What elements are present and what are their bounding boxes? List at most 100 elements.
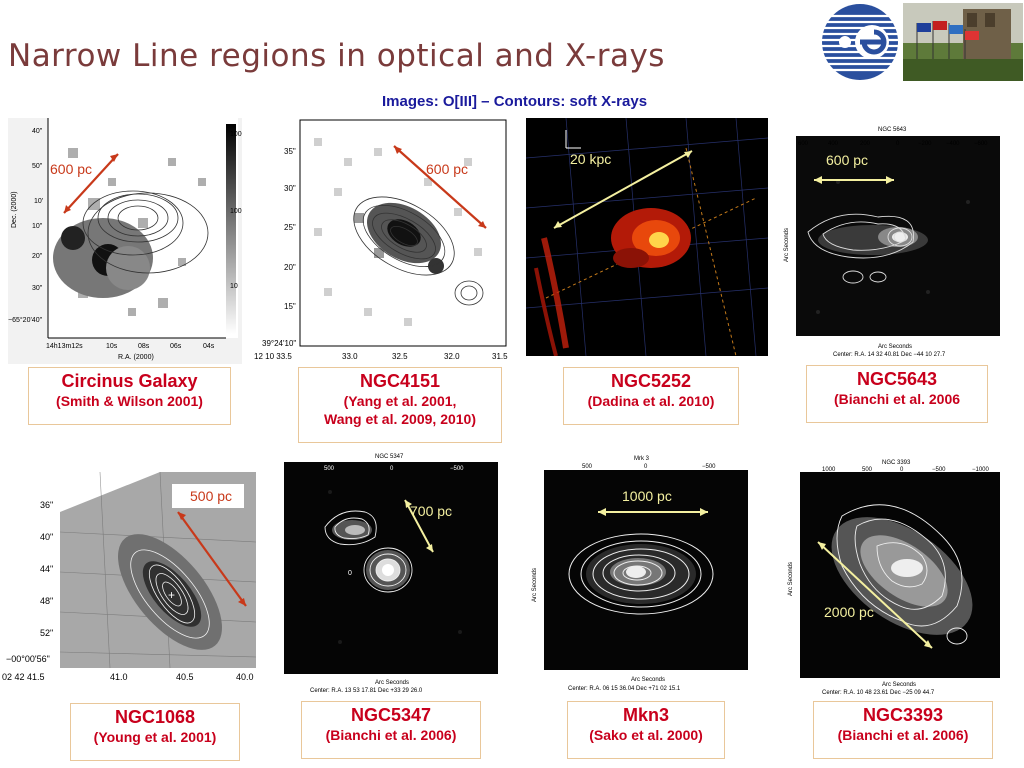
caption-circinus: Circinus Galaxy (Smith & Wilson 2001)	[28, 367, 231, 425]
ngc4151-scale-label: 600 pc	[426, 161, 469, 177]
ngc5252-image: 20 kpc	[526, 118, 768, 356]
ngc4151-xtick: 12 10 33.5	[254, 352, 292, 361]
ngc4151-xtick: 32.0	[444, 352, 460, 361]
circinus-xtick: 10s	[106, 343, 118, 350]
ngc5347-ref: (Bianchi et al. 2006)	[325, 727, 457, 743]
ngc5643-top-label: NGC 5643	[878, 127, 907, 133]
ngc3393-ref: (Bianchi et al. 2006)	[837, 727, 969, 743]
ngc5643-image: NGC 5643 600 400 200 0 −200 −400 −600 Ar…	[778, 122, 1020, 360]
mkn3-ylabel: Arc Seconds	[532, 568, 538, 602]
ngc4151-image: 35" 30" 25" 20" 15" 39°24'10" 12 10 33.5…	[254, 118, 512, 366]
ngc5643-xtick: 400	[828, 141, 839, 147]
svg-text:0: 0	[348, 570, 352, 577]
ngc5252-ref: (Dadina et al. 2010)	[587, 393, 715, 409]
ngc3393-scale-label: 2000 pc	[824, 604, 874, 620]
circinus-name: Circinus Galaxy	[61, 371, 198, 391]
esa-logo	[822, 4, 898, 80]
ngc3393-name: NGC3393	[862, 705, 944, 725]
slide-subtitle: Images: O[III] – Contours: soft X-rays	[382, 93, 648, 110]
ngc3393-xtick: −500	[932, 467, 946, 473]
svg-text:+: +	[168, 588, 175, 602]
ngc4151-xtick: 33.0	[342, 352, 358, 361]
mkn3-xtick: 0	[644, 464, 648, 470]
circinus-ytick: 30"	[32, 285, 43, 292]
ngc5643-xtick: 0	[896, 141, 900, 147]
ngc3393-xtick: 1000	[822, 467, 836, 473]
ngc3393-xtick: −1000	[972, 467, 990, 473]
mkn3-image: Mrk 3 500 0 −500 Arc Seconds Center: R.A…	[526, 452, 768, 694]
mkn3-footer: Center: R.A. 06 15 36.04 Dec +71 02 15.1	[568, 686, 681, 692]
circinus-ytick: 10"	[32, 223, 43, 230]
ngc1068-scale-label: 500 pc	[190, 488, 233, 504]
mkn3-xtick: 500	[582, 464, 593, 470]
ngc5347-scale-label: 700 pc	[410, 503, 453, 519]
ngc4151-xtick: 32.5	[392, 352, 408, 361]
ngc1068-xtick: 40.5	[176, 672, 194, 682]
ngc1068-xtick: 40.0	[236, 672, 254, 682]
ngc5643-name: NGC5643	[856, 369, 938, 389]
ngc4151-ref2: Wang et al. 2009, 2010)	[324, 411, 476, 427]
ngc1068-image: + 36" 40" 44" 48" 52" −00°00'56" 02 42 4…	[0, 452, 262, 696]
slide-title: Narrow Line regions in optical and X-ray…	[8, 38, 665, 74]
circinus-image: 40" 50" 10' 10" 20" 30" −65°20'40" 14h13…	[8, 118, 242, 364]
ngc5347-name: NGC5347	[350, 705, 432, 725]
ngc1068-ytick: 40"	[40, 532, 53, 542]
ngc1068-name: NGC1068	[114, 707, 196, 727]
colorbar-tick: 1000	[230, 131, 242, 138]
circinus-ytick: 40"	[32, 128, 43, 135]
circinus-ylabel: Dec. (2000)	[11, 191, 18, 228]
mkn3-xlabel: Arc Seconds	[631, 677, 665, 683]
flags-photo	[903, 3, 1023, 81]
circinus-xtick: 08s	[138, 343, 150, 350]
ngc5643-ylabel: Arc Seconds	[784, 228, 790, 262]
ngc4151-xtick: 31.5	[492, 352, 508, 361]
ngc3393-footer: Center: R.A. 10 48 23.61 Dec −25 09 44.7	[822, 690, 935, 696]
ngc3393-xlabel: Arc Seconds	[882, 682, 916, 688]
circinus-xlabel: R.A. (2000)	[118, 354, 154, 361]
mkn3-name: Mkn3	[622, 705, 669, 725]
ngc1068-ytick: 48"	[40, 596, 53, 606]
ngc3393-xtick: 500	[862, 467, 873, 473]
ngc5347-footer: Center: R.A. 13 53 17.81 Dec +33 29 26.0	[310, 688, 423, 694]
colorbar-tick: 10	[230, 283, 238, 290]
ngc5643-xtick: 200	[860, 141, 871, 147]
caption-ngc5347: NGC5347 (Bianchi et al. 2006)	[301, 701, 481, 759]
ngc5643-xtick: −200	[918, 141, 932, 147]
ngc3393-ylabel: Arc Seconds	[788, 562, 794, 596]
mkn3-ref: (Sako et al. 2000)	[589, 727, 703, 743]
circinus-scale-label: 600 pc	[50, 161, 93, 177]
caption-ngc3393: NGC3393 (Bianchi et al. 2006)	[813, 701, 993, 759]
circinus-xtick: 06s	[170, 343, 182, 350]
ngc4151-name: NGC4151	[359, 371, 441, 391]
ngc5252-scale-label: 20 kpc	[570, 151, 612, 167]
mkn3-xtick: −500	[702, 464, 716, 470]
ngc5643-xtick: −600	[974, 141, 988, 147]
ngc5252-name: NGC5252	[610, 371, 692, 391]
ngc5347-xlabel: Arc Seconds	[375, 680, 409, 686]
ngc5643-scale-label: 600 pc	[826, 152, 869, 168]
ngc1068-xtick: 02 42 41.5	[2, 672, 45, 682]
circinus-ref: (Smith & Wilson 2001)	[56, 393, 203, 409]
circinus-xtick: 14h13m12s	[46, 343, 83, 350]
caption-ngc1068: NGC1068 (Young et al. 2001)	[70, 703, 240, 761]
ngc3393-image: NGC 3393 1000 500 0 −500 −1000 Arc Secon…	[782, 456, 1024, 696]
mkn3-scale-label: 1000 pc	[622, 488, 672, 504]
circinus-ytick: 20"	[32, 253, 43, 260]
ngc4151-ref: (Yang et al. 2001,	[343, 393, 457, 409]
ngc5643-xtick: −400	[946, 141, 960, 147]
ngc5347-image: 0 NGC 5347 500 0 −500 Arc Seconds Center…	[270, 452, 514, 696]
ngc5347-top-label: NGC 5347	[375, 454, 404, 460]
ngc3393-xtick: 0	[900, 467, 904, 473]
ngc1068-ref: (Young et al. 2001)	[93, 729, 217, 745]
ngc5643-footer: Center: R.A. 14 32 40.81 Dec −44 10 27.7	[833, 352, 946, 358]
ngc1068-ytick: 36"	[40, 500, 53, 510]
caption-ngc5252: NGC5252 (Dadina et al. 2010)	[563, 367, 739, 425]
ngc1068-ytick: 44"	[40, 564, 53, 574]
circinus-ytick: 50"	[32, 163, 43, 170]
circinus-ytick: 10'	[34, 198, 43, 205]
ngc5643-xtick: 600	[798, 141, 809, 147]
caption-ngc4151: NGC4151 (Yang et al. 2001, Wang et al. 2…	[298, 367, 502, 443]
colorbar-tick: 100	[230, 208, 242, 215]
ngc1068-ytick: 52"	[40, 628, 53, 638]
ngc4151-ytick: 35"	[284, 147, 296, 156]
